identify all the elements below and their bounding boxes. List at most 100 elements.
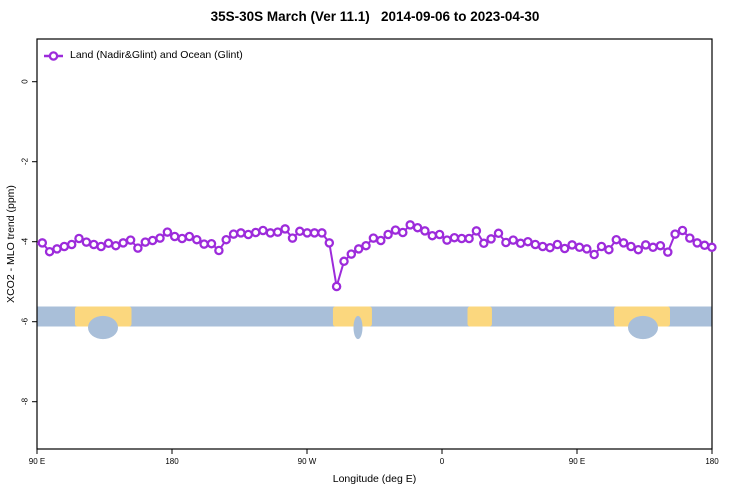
data-point-marker bbox=[692, 238, 702, 248]
data-point-marker bbox=[59, 241, 70, 252]
data-point-marker bbox=[633, 244, 644, 255]
data-point-marker bbox=[133, 243, 143, 253]
data-point-marker bbox=[530, 239, 541, 250]
data-point-marker bbox=[287, 233, 298, 243]
data-point-marker bbox=[501, 237, 511, 248]
data-point-marker bbox=[479, 238, 489, 249]
data-point-marker bbox=[74, 233, 84, 244]
data-point-marker bbox=[317, 228, 327, 238]
data-point-marker bbox=[331, 281, 342, 292]
map-strip-land-south-america bbox=[332, 306, 372, 327]
data-point-marker bbox=[567, 240, 577, 250]
data-point-marker bbox=[383, 229, 393, 240]
data-point-marker bbox=[552, 239, 563, 250]
data-point-marker bbox=[655, 240, 666, 251]
data-point-marker bbox=[582, 244, 592, 254]
data-point-marker bbox=[177, 233, 187, 244]
data-point-marker bbox=[147, 235, 158, 246]
data-point-marker bbox=[456, 233, 467, 244]
data-point-marker bbox=[96, 241, 106, 252]
data-point-marker bbox=[214, 245, 224, 256]
data-point-marker bbox=[670, 229, 680, 239]
data-point-marker bbox=[545, 242, 555, 253]
data-point-marker bbox=[44, 246, 55, 257]
y-tick-label: -2 bbox=[20, 158, 30, 166]
data-point-marker bbox=[537, 241, 548, 252]
data-point-marker bbox=[390, 225, 401, 235]
data-point-marker bbox=[258, 225, 268, 236]
data-point-marker bbox=[206, 238, 217, 249]
data-point-marker bbox=[272, 227, 283, 237]
data-point-marker bbox=[559, 243, 570, 254]
y-axis-label: XCO2 - MLO trend (ppm) bbox=[5, 185, 17, 303]
data-point-marker bbox=[427, 230, 438, 241]
legend-marker-icon bbox=[48, 51, 59, 61]
data-point-marker bbox=[464, 233, 474, 244]
data-point-marker bbox=[346, 249, 357, 259]
data-point-marker bbox=[140, 237, 151, 247]
data-point-marker bbox=[52, 244, 62, 254]
data-point-marker bbox=[339, 256, 349, 267]
data-point-marker bbox=[353, 244, 364, 254]
data-point-marker bbox=[265, 228, 276, 238]
data-point-marker bbox=[420, 226, 430, 236]
data-point-marker bbox=[618, 238, 629, 248]
data-point-marker bbox=[663, 247, 673, 257]
data-point-marker bbox=[280, 224, 290, 234]
data-point-marker bbox=[221, 234, 231, 245]
data-point-marker bbox=[103, 238, 114, 249]
data-point-marker bbox=[155, 233, 165, 243]
x-tick-label: 180 bbox=[165, 457, 179, 466]
data-point-marker bbox=[707, 242, 717, 253]
data-point-marker bbox=[611, 234, 622, 245]
x-tick-label: 180 bbox=[705, 457, 719, 466]
data-point-marker bbox=[515, 238, 526, 249]
data-point-marker bbox=[81, 237, 92, 247]
data-point-marker bbox=[398, 227, 408, 238]
data-point-marker bbox=[118, 238, 128, 248]
data-point-marker bbox=[295, 226, 305, 237]
data-point-marker bbox=[361, 240, 371, 251]
data-point-marker bbox=[699, 240, 710, 251]
data-point-marker bbox=[243, 229, 254, 240]
data-point-marker bbox=[574, 242, 585, 253]
data-point-marker bbox=[302, 228, 312, 238]
data-point-marker bbox=[89, 239, 99, 250]
x-tick-label: 90 E bbox=[28, 457, 46, 466]
y-tick-label: 0 bbox=[20, 79, 30, 84]
data-point-marker bbox=[640, 240, 651, 250]
data-point-marker bbox=[471, 226, 482, 236]
data-point-marker bbox=[66, 239, 77, 250]
data-point-marker bbox=[434, 229, 445, 240]
data-point-marker bbox=[376, 235, 386, 246]
data-point-marker bbox=[523, 236, 533, 247]
chart-title: 35S-30S March (Ver 11.1) 2014-09-06 to 2… bbox=[210, 9, 540, 24]
x-tick-label: 90 W bbox=[297, 457, 317, 466]
data-point-marker bbox=[184, 231, 195, 242]
data-point-marker bbox=[405, 220, 415, 230]
data-point-marker bbox=[508, 235, 518, 245]
data-point-marker bbox=[648, 242, 658, 253]
y-tick-label: -8 bbox=[20, 398, 30, 406]
data-point-marker bbox=[604, 244, 614, 255]
data-point-marker bbox=[236, 228, 246, 238]
data-point-marker bbox=[493, 228, 504, 239]
data-point-marker bbox=[169, 231, 180, 242]
data-point-marker bbox=[309, 228, 320, 238]
data-point-marker bbox=[199, 239, 209, 249]
data-point-marker bbox=[324, 238, 335, 248]
map-strip-land-south-africa bbox=[467, 306, 492, 327]
y-tick-label: -6 bbox=[20, 318, 30, 326]
map-strip-ocean bbox=[37, 306, 712, 327]
data-point-marker bbox=[37, 238, 48, 248]
data-point-marker bbox=[162, 227, 173, 237]
data-point-marker bbox=[677, 225, 688, 236]
data-point-marker bbox=[412, 222, 423, 233]
data-point-marker bbox=[125, 235, 136, 245]
x-axis-label: Longitude (deg E) bbox=[332, 473, 417, 485]
data-point-marker bbox=[111, 240, 121, 251]
data-point-marker bbox=[589, 249, 599, 260]
legend-label: Land (Nadir&Glint) and Ocean (Glint) bbox=[70, 49, 243, 61]
